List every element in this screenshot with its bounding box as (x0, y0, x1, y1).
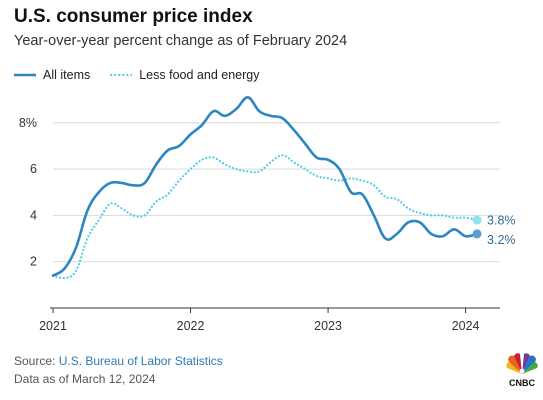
x-tick-label: 2021 (39, 319, 67, 333)
legend-label-core: Less food and energy (139, 68, 260, 82)
x-tick-label: 2023 (314, 319, 342, 333)
legend-item-core: Less food and energy (110, 68, 259, 82)
chart-legend: All items Less food and energy (14, 68, 279, 82)
data-as-of-note: Data as of March 12, 2024 (14, 372, 156, 386)
y-tick-label: 2 (30, 255, 37, 269)
source-link[interactable]: U.S. Bureau of Labor Statistics (58, 354, 223, 368)
cnbc-logo-text: CNBC (509, 378, 535, 388)
legend-dotted-line-icon (110, 73, 133, 77)
chart-title: U.S. consumer price index (14, 6, 253, 27)
end-label-all-items: 3.2% (487, 233, 516, 247)
series-line-less-food-and-energy (51, 154, 479, 280)
cnbc-logo: CNBC (505, 350, 539, 392)
source-note: Source: U.S. Bureau of Labor Statistics (14, 354, 223, 368)
legend-item-all-items: All items (14, 68, 90, 82)
end-marker-less-food-and-energy (472, 215, 482, 225)
x-tick-label: 2022 (177, 319, 205, 333)
y-tick-label: 6 (30, 162, 37, 176)
end-label-less-food-and-energy: 3.8% (487, 214, 516, 228)
series-line-all-items (51, 96, 479, 277)
legend-solid-line-icon (14, 73, 36, 77)
y-tick-label: 4 (30, 208, 37, 222)
chart-subtitle: Year-over-year percent change as of Febr… (14, 33, 348, 49)
x-tick-label: 2024 (452, 319, 480, 333)
end-marker-all-items (472, 229, 482, 239)
legend-label-all-items: All items (43, 68, 91, 82)
y-tick-label: 8% (19, 116, 37, 130)
peacock-icon (506, 353, 538, 374)
source-prefix: Source: (14, 354, 59, 368)
